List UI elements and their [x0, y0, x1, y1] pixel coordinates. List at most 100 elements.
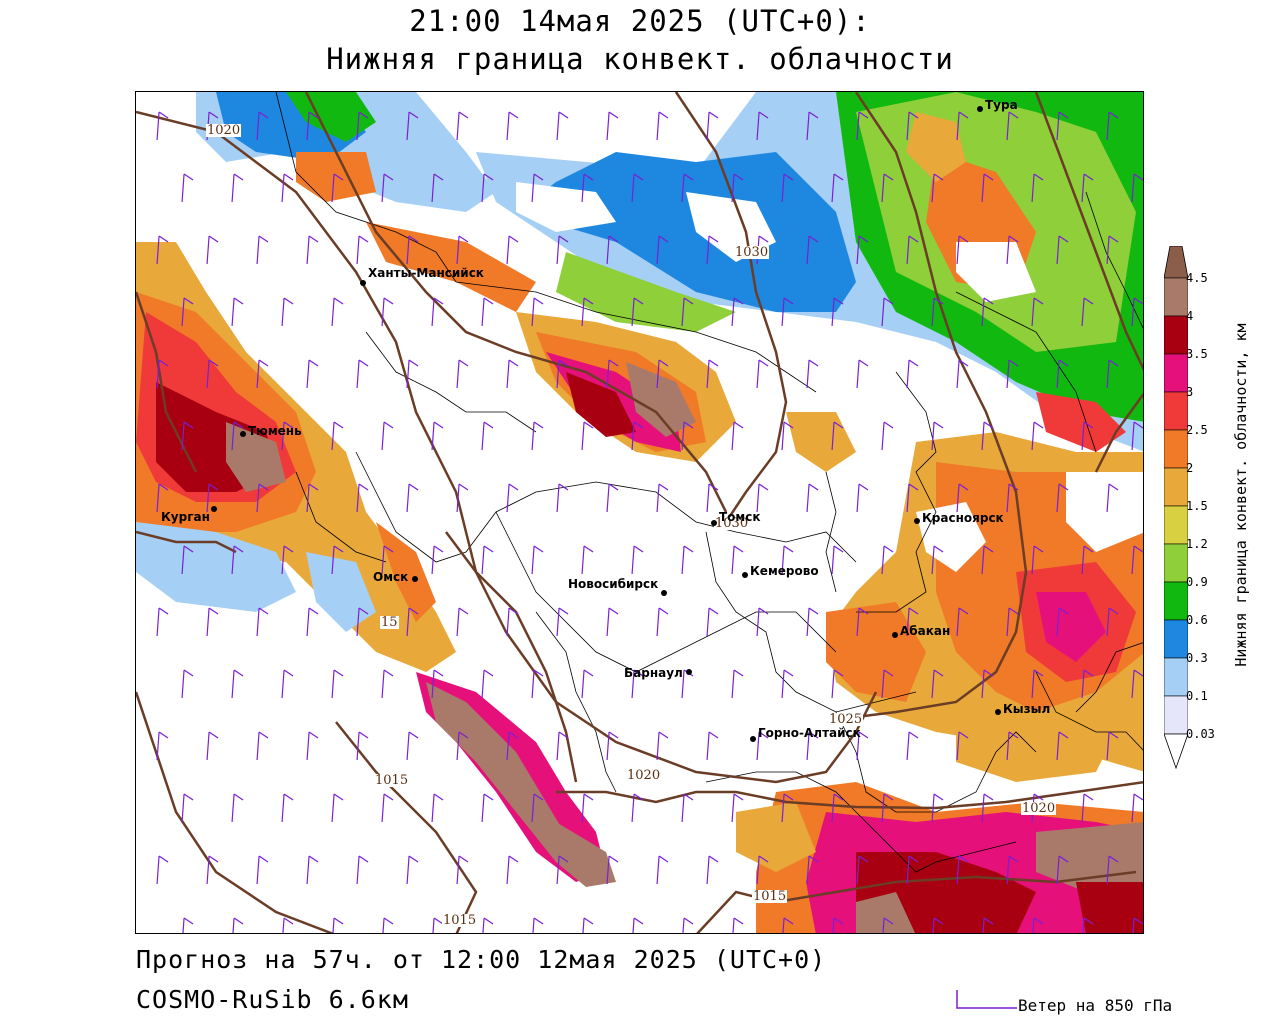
wind-barb: [156, 235, 169, 265]
wind-barb: [581, 297, 594, 327]
wind-barb: [781, 173, 794, 203]
wind-barbs: [156, 111, 1143, 933]
wind-barb: [706, 855, 719, 885]
wind-barb: [431, 669, 444, 699]
wind-barb: [256, 235, 269, 265]
wind-barb: [531, 173, 544, 203]
wind-barb: [806, 483, 819, 513]
wind-barb: [456, 731, 469, 761]
wind-barb: [231, 545, 244, 575]
wind-barb: [231, 669, 244, 699]
wind-barb: [1131, 669, 1143, 699]
wind-barb: [931, 545, 944, 575]
wind-barb: [681, 545, 694, 575]
map-title: 21:00 14мая 2025 (UTC+0):: [409, 4, 871, 38]
wind-barb: [531, 297, 544, 327]
colorbar-segment: [1164, 467, 1188, 507]
wind-barb: [506, 111, 519, 141]
wind-barb: [532, 917, 544, 933]
colorbar-tick-label: 4.5: [1186, 271, 1208, 285]
colorbar-tick-label: 2: [1186, 461, 1194, 475]
wind-barb: [631, 421, 644, 451]
wind-barb: [431, 297, 444, 327]
wind-barb: [831, 173, 844, 203]
map-subtitle: Нижняя граница конвект. облачности: [326, 42, 954, 76]
wind-barb: [332, 917, 344, 933]
wind-barb: [506, 855, 519, 885]
wind-barb: [656, 111, 669, 141]
model-name: COSMO-RuSib 6.6км: [136, 985, 409, 1014]
wind-barb: [331, 297, 344, 327]
isobar-label: 1015: [374, 773, 410, 788]
wind-barb: [331, 421, 344, 451]
wind-barb: [1106, 731, 1119, 761]
wind-barb: [631, 173, 644, 203]
wind-barb: [256, 359, 269, 389]
wind-barb: [632, 917, 644, 933]
wind-barb: [581, 793, 594, 823]
city-dot: [211, 506, 217, 512]
wind-barb: [606, 359, 619, 389]
admin-boundaries: [275, 92, 1143, 873]
wind-barb: [881, 297, 894, 327]
wind-barb: [731, 793, 744, 823]
wind-barb: [156, 855, 169, 885]
wind-barb: [406, 235, 419, 265]
forecast-info: Прогноз на 57ч. от 12:00 12мая 2025 (UTC…: [136, 945, 827, 974]
isobar-label: 1015: [442, 913, 478, 928]
city-label-omsk: Омск: [373, 570, 409, 584]
wind-barb: [1056, 731, 1069, 761]
wind-barb: [1006, 111, 1019, 141]
wind-barb: [356, 855, 369, 885]
city-dot: [661, 590, 667, 596]
wind-barb: [232, 917, 244, 933]
city-label-abakan: Абакан: [900, 624, 951, 638]
wind-barb: [606, 235, 619, 265]
wind-barb: [556, 235, 569, 265]
city-label-tomsk: Томск: [719, 510, 761, 524]
wind-barb: [206, 607, 219, 637]
wind-barb: [406, 483, 419, 513]
wind-barb: [481, 173, 494, 203]
isobar-label: 15: [380, 615, 399, 630]
wind-barb: [731, 421, 744, 451]
wind-barb: [931, 669, 944, 699]
wind-barb: [656, 855, 669, 885]
colorbar-segment: [1164, 733, 1188, 770]
wind-barb: [781, 421, 794, 451]
city-dot: [711, 520, 717, 526]
wind-barb: [981, 173, 994, 203]
wind-barb: [156, 607, 169, 637]
wind-barb: [306, 855, 319, 885]
city-label-barnaul: Барнаул: [624, 666, 683, 680]
wind-barb: [456, 607, 469, 637]
isobar-lines: [136, 92, 1143, 933]
city-dot: [892, 632, 898, 638]
colorbar-segment: [1164, 505, 1188, 545]
wind-barb: [381, 545, 394, 575]
wind-barb: [781, 297, 794, 327]
wind-barb: [1056, 359, 1069, 389]
wind-barb: [356, 731, 369, 761]
wind-barb: [331, 793, 344, 823]
wind-barb: [606, 111, 619, 141]
isobar-label: 1020: [626, 768, 662, 783]
wind-barb: [806, 607, 819, 637]
wind-barb: [306, 235, 319, 265]
wind-barb: [256, 483, 269, 513]
wind-barb: [531, 793, 544, 823]
wind-barb: [906, 483, 919, 513]
isobar-label: 1020: [206, 123, 242, 138]
wind-barb: [206, 483, 219, 513]
wind-barb: [1106, 111, 1119, 141]
wind-barb: [956, 235, 969, 265]
wind-barb: [381, 793, 394, 823]
wind-barb: [231, 421, 244, 451]
wind-barb: [506, 483, 519, 513]
colorbar-segment: [1164, 353, 1188, 393]
wind-barb: [206, 731, 219, 761]
wind-barb: [756, 359, 769, 389]
wind-barb: [956, 483, 969, 513]
wind-barb: [156, 483, 169, 513]
wind-barb: [956, 855, 969, 885]
